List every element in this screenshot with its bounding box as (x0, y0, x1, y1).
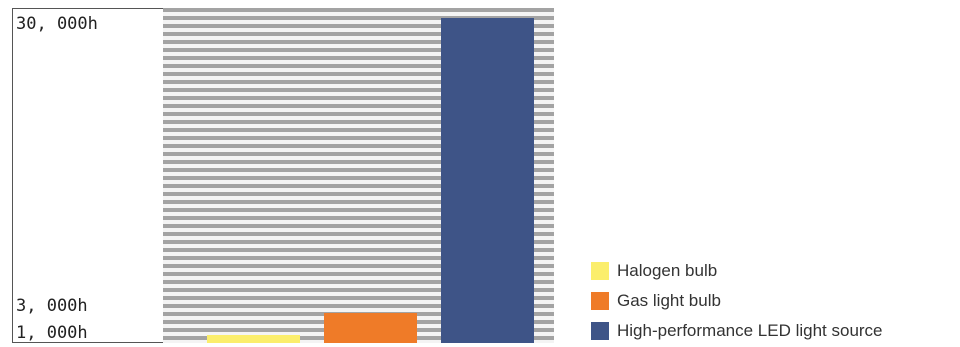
legend-item-gas: Gas light bulb (591, 286, 883, 316)
y-tick-label-30000: 30, 000h (16, 14, 98, 34)
bar-halogen-bulb (207, 335, 300, 343)
legend-swatch-led (591, 322, 609, 340)
legend-label-led: High-performance LED light source (617, 321, 883, 340)
legend-item-halogen: Halogen bulb (591, 256, 883, 286)
legend-label-gas: Gas light bulb (617, 291, 721, 310)
legend-label-halogen: Halogen bulb (617, 261, 718, 280)
bar-led-light-source (441, 18, 534, 343)
legend-item-led: High-performance LED light source (591, 316, 883, 346)
legend-swatch-gas (591, 292, 609, 310)
legend-swatch-halogen (591, 262, 609, 280)
y-tick-label-1000: 1, 000h (16, 323, 88, 343)
bar-gas-light-bulb (324, 313, 417, 343)
y-tick-label-3000: 3, 000h (16, 296, 88, 316)
legend: Halogen bulb Gas light bulb High-perform… (591, 256, 883, 346)
